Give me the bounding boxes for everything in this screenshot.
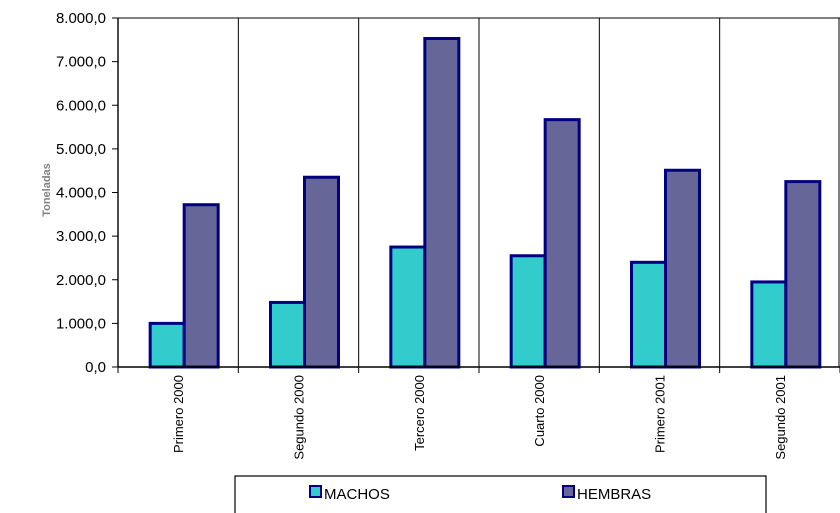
- y-tick-label: 6.000,0: [56, 97, 106, 114]
- legend: MACHOS HEMBRAS: [234, 475, 767, 513]
- y-tick-label: 0,0: [85, 359, 106, 376]
- y-tick-label: 4.000,0: [56, 185, 106, 202]
- bar-hembras-2: [303, 175, 340, 369]
- bar-hembras-4: [543, 118, 581, 369]
- legend-label-machos: MACHOS: [324, 486, 390, 503]
- y-tick-label: 2.000,0: [56, 272, 106, 289]
- bar-machos-2: [269, 300, 306, 369]
- legend-swatch-machos: [309, 485, 322, 498]
- bar-machos-1: [148, 321, 186, 369]
- legend-box: [234, 475, 767, 513]
- x-tick-label: Tercero 2000: [412, 375, 427, 451]
- y-axis-ticks: 0,0 1.000,0 2.000,0 3.000,0 4.000,0 5.000,0 6.…: [56, 10, 119, 376]
- y-tick-label: 8.000,0: [56, 10, 106, 27]
- legend-label-hembras: HEMBRAS: [577, 486, 651, 503]
- grid-lines: [118, 17, 840, 367]
- x-axis-ticks: Primero 2000 Segundo 2000 Tercero 2000 Cuar…: [117, 366, 840, 460]
- bar-machos-4: [509, 254, 547, 369]
- x-tick-label: Primero 2001: [653, 375, 668, 453]
- bar-hembras-5: [664, 168, 701, 369]
- y-tick-label: 5.000,0: [56, 141, 106, 158]
- x-tick-label: Primero 2000: [171, 375, 186, 453]
- x-tick-label: Segundo 2000: [292, 375, 307, 460]
- bar-hembras-1: [182, 203, 220, 369]
- y-tick-label: 7.000,0: [56, 54, 106, 71]
- bar-machos-3: [389, 245, 427, 369]
- bar-hembras-6: [784, 180, 822, 369]
- legend-swatch-hembras: [562, 485, 575, 498]
- bar-machos-6: [750, 280, 788, 369]
- x-tick-label: Segundo 2001: [773, 375, 788, 460]
- bar-hembras-3: [423, 37, 461, 369]
- y-tick-label: 1.000,0: [56, 315, 106, 332]
- y-tick-label: 3.000,0: [56, 228, 106, 245]
- y-axis-label: Toneladas: [41, 163, 53, 217]
- bar-machos-5: [630, 260, 667, 369]
- x-tick-label: Cuarto 2000: [532, 375, 547, 447]
